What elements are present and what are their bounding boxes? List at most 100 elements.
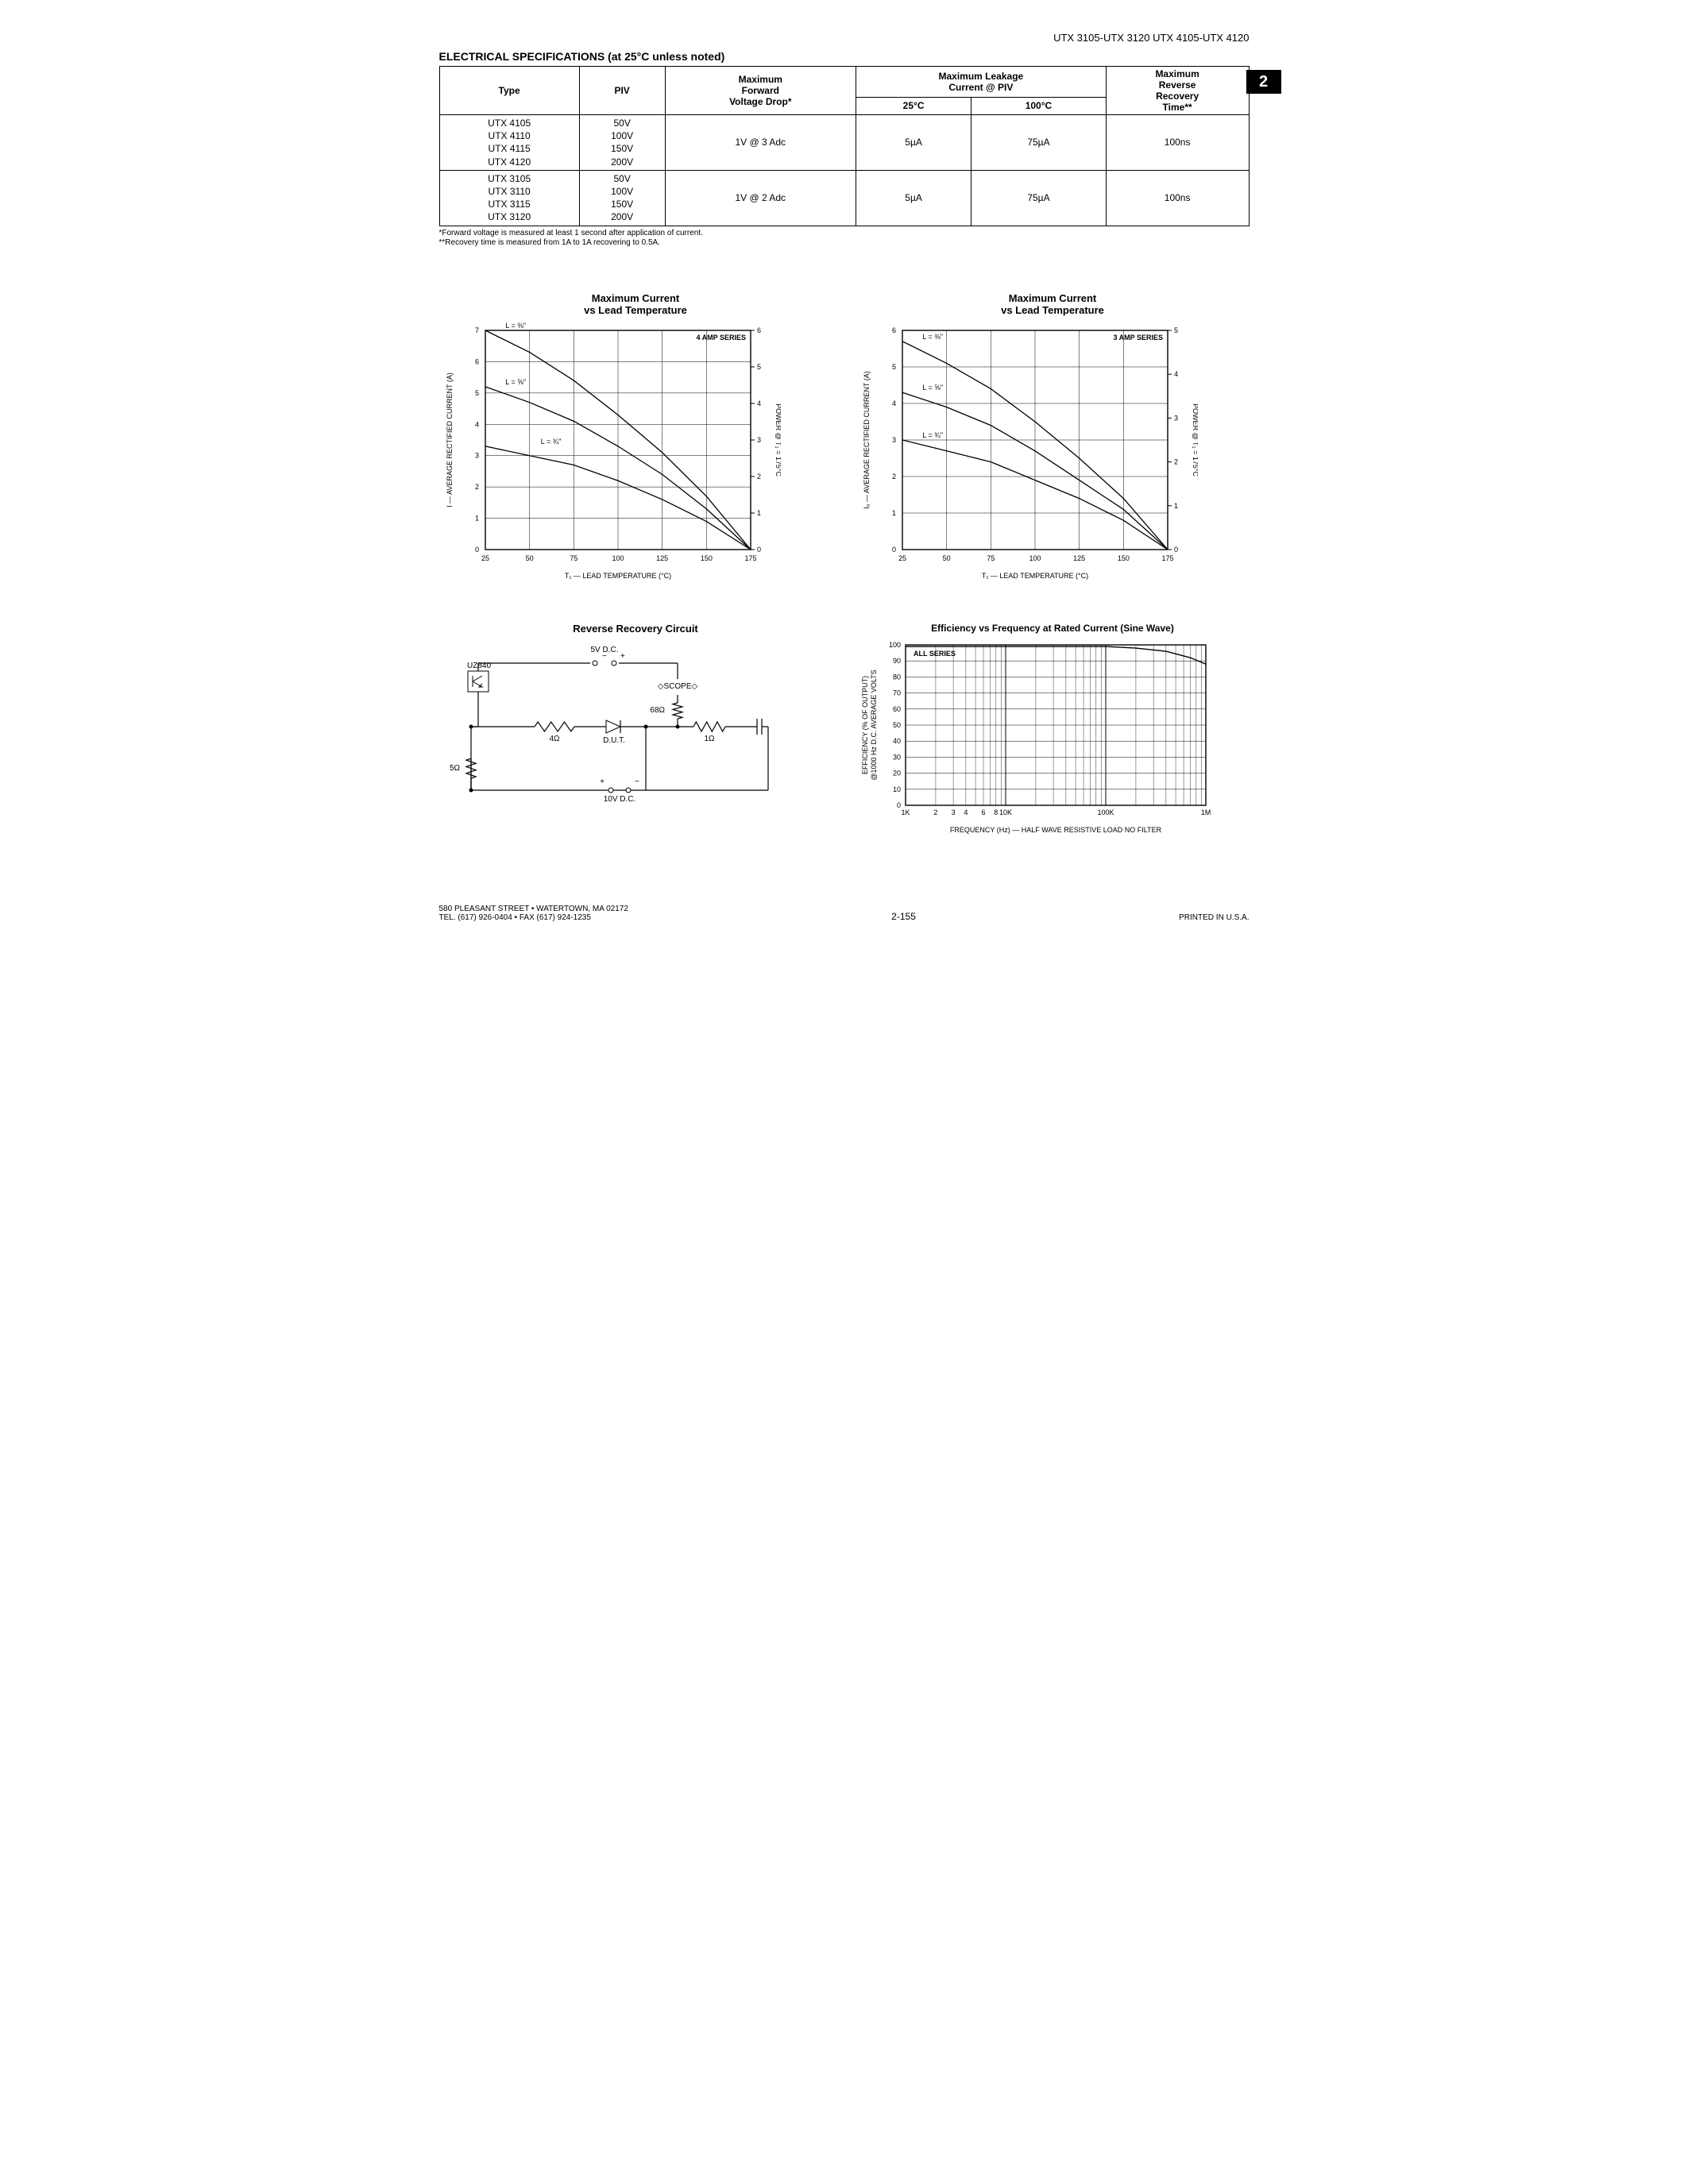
footnote-1: *Forward voltage is measured at least 1 …	[439, 229, 1250, 239]
chart-3amp-svg: 2550751001251501750123456012345L = ⅜"L =…	[856, 321, 1198, 583]
svg-text:25: 25	[481, 554, 489, 562]
section-title: ELECTRICAL SPECIFICATIONS (at 25°C unles…	[439, 50, 1250, 63]
svg-text:−: −	[635, 778, 639, 786]
svg-text:5V D.C.: 5V D.C.	[590, 646, 618, 654]
svg-text:6: 6	[891, 326, 895, 334]
svg-text:30: 30	[892, 753, 900, 761]
svg-text:20: 20	[892, 769, 900, 777]
chart-3amp-title: Maximum Current vs Lead Temperature	[856, 292, 1250, 316]
cell-types: UTX 4105UTX 4110UTX 4115UTX 4120	[439, 115, 579, 171]
svg-text:4: 4	[1174, 370, 1178, 378]
svg-text:175: 175	[1161, 554, 1173, 562]
svg-text:L = ¾": L = ¾"	[540, 437, 561, 445]
cell-leak100: 75µA	[971, 170, 1107, 226]
th-vdrop: Maximum Forward Voltage Drop*	[665, 67, 856, 115]
cell-leak25: 5µA	[856, 115, 971, 171]
cell-leak100: 75µA	[971, 115, 1107, 171]
svg-text:10: 10	[892, 785, 900, 793]
svg-text:1: 1	[891, 509, 895, 517]
svg-text:0: 0	[474, 546, 478, 554]
svg-text:@1000 Hz D.C. AVERAGE VOLTS: @1000 Hz D.C. AVERAGE VOLTS	[870, 669, 878, 780]
svg-text:125: 125	[656, 554, 668, 562]
svg-text:0: 0	[1174, 546, 1178, 554]
svg-text:68Ω: 68Ω	[650, 706, 665, 715]
svg-text:L = ⅝": L = ⅝"	[922, 384, 943, 392]
section-tab-badge: 2	[1246, 70, 1281, 94]
svg-text:80: 80	[892, 673, 900, 681]
chart-4amp-svg: 255075100125150175012345670123456L = ⅜"L…	[439, 321, 781, 583]
svg-text:2: 2	[891, 473, 895, 480]
svg-text:4: 4	[964, 808, 968, 816]
svg-text:EFFICIENCY (% OF OUTPUT): EFFICIENCY (% OF OUTPUT)	[861, 675, 869, 774]
circuit-svg: UZ8405Ω−5V D.C.+◇SCOPE◇68Ω4ΩD.U.T.1Ω+−10…	[439, 639, 781, 822]
th-type: Type	[439, 67, 579, 115]
footer-address: 580 PLEASANT STREET • WATERTOWN, MA 0217…	[439, 905, 628, 922]
svg-text:6: 6	[981, 808, 985, 816]
svg-text:4Ω: 4Ω	[549, 735, 560, 743]
svg-text:1K: 1K	[901, 808, 910, 816]
svg-text:1M: 1M	[1200, 808, 1211, 816]
svg-text:150: 150	[700, 554, 712, 562]
chart-4amp-title: Maximum Current vs Lead Temperature	[439, 292, 832, 316]
svg-text:D.U.T.: D.U.T.	[603, 736, 625, 745]
svg-text:0: 0	[896, 801, 900, 809]
svg-text:25: 25	[898, 554, 906, 562]
svg-text:L = ⅜": L = ⅜"	[922, 332, 943, 340]
chart-eff-svg: 01020304050607080901001K10K100K1M23468AL…	[856, 639, 1214, 837]
cell-leak25: 5µA	[856, 170, 971, 226]
circuit-title: Reverse Recovery Circuit	[439, 623, 832, 635]
svg-text:FREQUENCY (Hz) — HALF WAVE RE: FREQUENCY (Hz) — HALF WAVE RESISTIVE LOA…	[949, 826, 1161, 834]
svg-text:8: 8	[994, 808, 998, 816]
svg-text:0: 0	[757, 546, 761, 554]
svg-text:5: 5	[891, 363, 895, 371]
circuit-diagram: Reverse Recovery Circuit UZ8405Ω−5V D.C.…	[439, 623, 832, 841]
svg-text:3: 3	[951, 808, 955, 816]
svg-text:4: 4	[474, 420, 478, 428]
svg-text:90: 90	[892, 657, 900, 665]
svg-text:100: 100	[1029, 554, 1041, 562]
svg-text:I — AVERAGE RECTIFIED CURRENT: I — AVERAGE RECTIFIED CURRENT (A)	[446, 372, 454, 507]
chart-efficiency: Efficiency vs Frequency at Rated Current…	[856, 623, 1250, 841]
svg-text:75: 75	[570, 554, 577, 562]
svg-text:L = ⅝": L = ⅝"	[505, 377, 526, 385]
svg-text:3: 3	[474, 451, 478, 459]
svg-text:◇SCOPE◇: ◇SCOPE◇	[657, 682, 697, 691]
svg-text:3: 3	[891, 436, 895, 444]
cell-piv: 50V100V150V200V	[579, 115, 665, 171]
svg-text:10V D.C.: 10V D.C.	[603, 795, 635, 804]
svg-text:POWER @ T₁ = 175°C: POWER @ T₁ = 175°C	[774, 403, 781, 477]
svg-text:5: 5	[474, 388, 478, 396]
cell-types: UTX 3105UTX 3110UTX 3115UTX 3120	[439, 170, 579, 226]
svg-text:L = ¾": L = ¾"	[922, 431, 943, 439]
spec-table: Type PIV Maximum Forward Voltage Drop* M…	[439, 66, 1250, 226]
svg-text:50: 50	[525, 554, 533, 562]
cell-trr: 100ns	[1106, 170, 1249, 226]
th-leak-100: 100°C	[971, 97, 1107, 114]
chart-eff-title: Efficiency vs Frequency at Rated Current…	[856, 623, 1250, 634]
svg-text:1: 1	[474, 514, 478, 522]
th-piv: PIV	[579, 67, 665, 115]
th-trr: Maximum Reverse Recovery Time**	[1106, 67, 1249, 115]
svg-text:150: 150	[1117, 554, 1129, 562]
svg-text:+: +	[600, 778, 605, 786]
cell-vdrop: 1V @ 2 Adc	[665, 170, 856, 226]
svg-text:5: 5	[757, 363, 761, 371]
svg-text:3: 3	[1174, 414, 1178, 422]
svg-text:T₁ — LEAD TEMPERATURE (°C): T₁ — LEAD TEMPERATURE (°C)	[981, 572, 1087, 580]
svg-text:75: 75	[987, 554, 995, 562]
svg-text:100: 100	[612, 554, 624, 562]
svg-text:4: 4	[757, 399, 761, 407]
svg-text:+: +	[620, 652, 625, 661]
svg-text:L = ⅜": L = ⅜"	[505, 322, 526, 330]
svg-text:70: 70	[892, 689, 900, 696]
footnote-2: **Recovery time is measured from 1A to 1…	[439, 238, 1250, 249]
svg-text:3 AMP SERIES: 3 AMP SERIES	[1113, 334, 1163, 341]
svg-text:1Ω: 1Ω	[704, 735, 715, 743]
svg-text:10K: 10K	[999, 808, 1011, 816]
svg-text:T₁ — LEAD TEMPERATURE (°C): T₁ — LEAD TEMPERATURE (°C)	[564, 572, 670, 580]
cell-vdrop: 1V @ 3 Adc	[665, 115, 856, 171]
svg-text:6: 6	[474, 357, 478, 365]
header-part-numbers: UTX 3105-UTX 3120 UTX 4105-UTX 4120	[439, 32, 1250, 44]
svg-text:I₀ — AVERAGE RECTIFIED CURRENT: I₀ — AVERAGE RECTIFIED CURRENT (A)	[863, 371, 871, 508]
th-leak: Maximum Leakage Current @ PIV	[856, 67, 1107, 98]
